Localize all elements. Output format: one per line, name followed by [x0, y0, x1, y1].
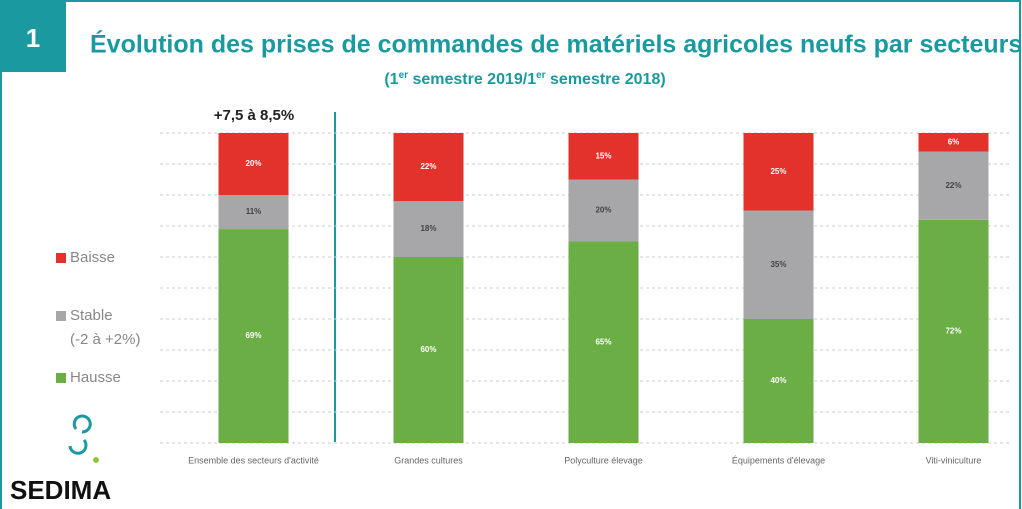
bar-segment — [218, 195, 289, 230]
legend-swatch — [56, 373, 66, 383]
legend-label: Hausse — [70, 369, 121, 386]
data-label: 22% — [420, 162, 436, 171]
bar-segment — [568, 179, 639, 242]
data-label: 11% — [246, 207, 262, 216]
badge: 1 — [26, 23, 40, 53]
data-label: 6% — [948, 137, 960, 146]
legend-label: Baisse — [70, 249, 115, 266]
x-tick-label: Équipements d'élevage — [732, 455, 825, 465]
bar-segment — [218, 133, 289, 195]
data-label: 40% — [770, 376, 786, 385]
legend-swatch — [56, 311, 66, 321]
bar-segment — [393, 133, 464, 202]
legend-swatch — [56, 253, 66, 263]
x-tick-label: Viti-viniculture — [926, 455, 982, 465]
bar-segment — [218, 229, 289, 443]
subtitle-part: (1 — [384, 71, 398, 88]
data-label: 69% — [245, 331, 261, 340]
x-tick-label: Ensemble des secteurs d'activité — [188, 455, 319, 465]
badge-box — [0, 0, 66, 72]
subtitle-sup: er — [399, 70, 409, 81]
bar-segment — [918, 151, 989, 220]
data-label: 20% — [245, 159, 261, 168]
data-label: 20% — [595, 206, 611, 215]
bar-segment — [918, 133, 989, 152]
data-label: 60% — [420, 345, 436, 354]
data-label: 15% — [595, 151, 611, 160]
subtitle-part: semestre 2019/1 — [408, 71, 536, 88]
x-tick-label: Grandes cultures — [394, 455, 463, 465]
logo: SEDIMA — [10, 414, 111, 505]
x-tick-label: Polyculture élevage — [564, 455, 643, 465]
data-label: 22% — [945, 181, 961, 190]
legend-note: (-2 à +2%) — [70, 331, 140, 348]
bar-segment — [393, 201, 464, 257]
data-label: 18% — [420, 224, 436, 233]
subtitle-sup: er — [536, 70, 546, 81]
data-label: 65% — [595, 337, 611, 346]
logo-dot — [93, 457, 99, 463]
bar-segment — [393, 257, 464, 443]
legend-label: Stable — [70, 307, 113, 324]
bar-segment — [568, 133, 639, 180]
subtitle-part: semestre 2018) — [546, 71, 666, 88]
data-label: 25% — [770, 167, 786, 176]
logo-text: SEDIMA — [10, 475, 111, 505]
data-label: 72% — [945, 327, 961, 336]
bar-segment — [743, 133, 814, 211]
annotation: +7,5 à 8,5% — [214, 107, 294, 124]
subtitle: (1er semestre 2019/1er semestre 2018) — [384, 70, 665, 89]
logo-icon — [68, 414, 92, 455]
bar-segment — [743, 210, 814, 319]
bar-segment — [918, 219, 989, 443]
bar-segment — [743, 319, 814, 443]
chart-title: Évolution des prises de commandes de mat… — [90, 30, 1022, 59]
bar-segment — [568, 241, 639, 443]
data-label: 35% — [770, 260, 786, 269]
